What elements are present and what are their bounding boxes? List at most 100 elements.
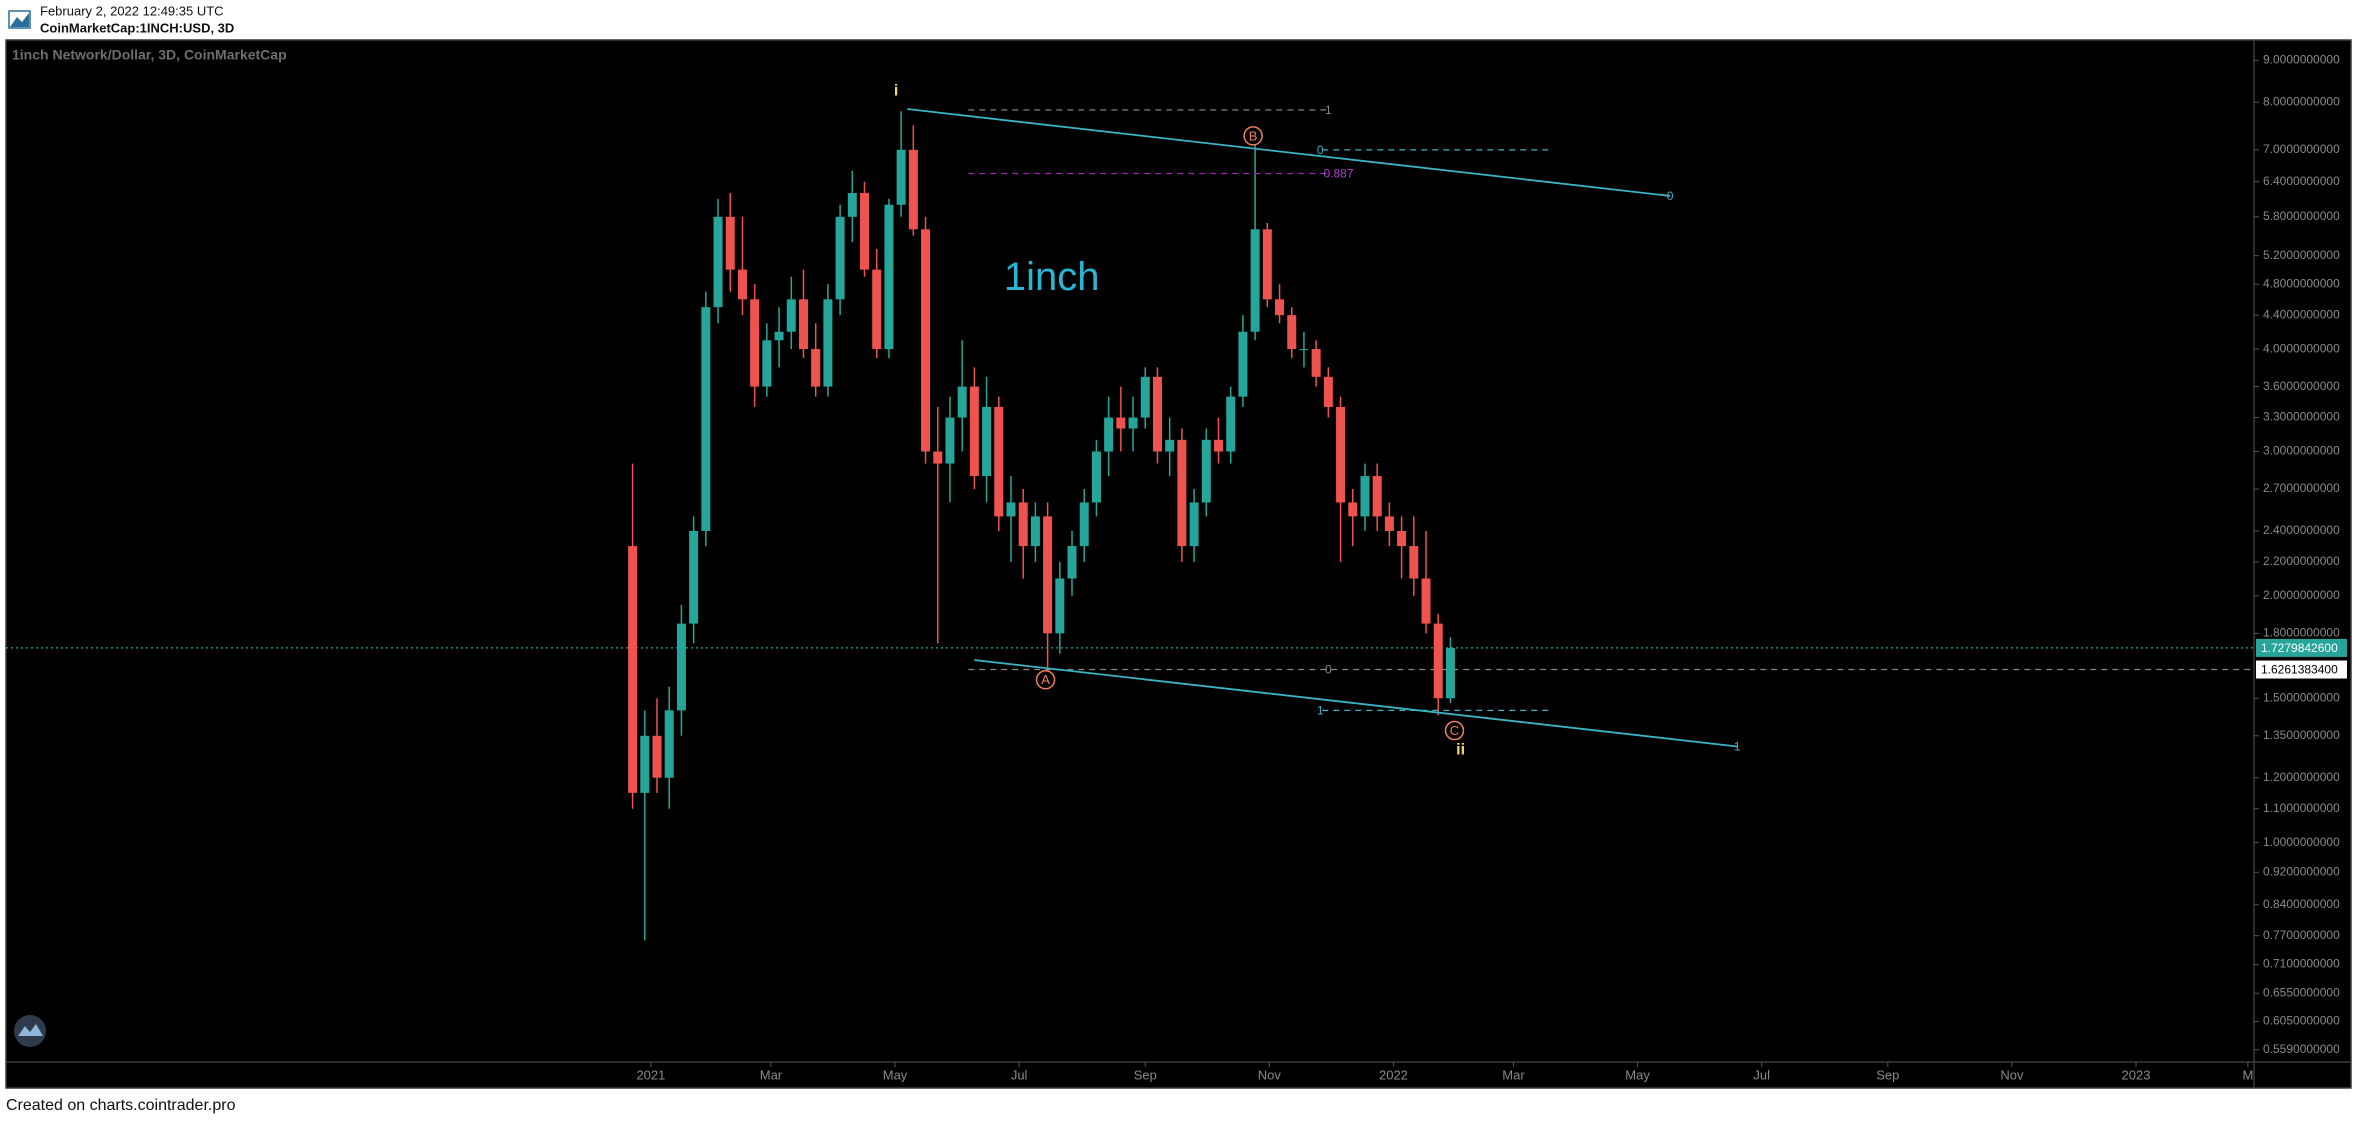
x-tick-label: 2021 [636, 1067, 665, 1082]
candle-body [1030, 516, 1040, 547]
annotation: ii [1456, 741, 1465, 758]
y-tick-label: 5.8000000000 [2263, 209, 2340, 223]
candle-body [896, 149, 906, 205]
watermark-mountain [18, 1024, 43, 1036]
x-tick-label: May [1625, 1067, 1650, 1082]
candle-body [1152, 376, 1162, 452]
candle-body [1177, 439, 1187, 547]
annotation: 1 [1734, 740, 1741, 754]
chart-background [5, 39, 2352, 1089]
candle-body [860, 193, 870, 270]
wave-label: B [1249, 128, 1258, 143]
candle-body [1006, 502, 1016, 517]
candle-body [689, 530, 699, 624]
timestamp: February 2, 2022 12:49:35 UTC [40, 3, 224, 18]
candle-body [1055, 578, 1065, 634]
candle-body [1336, 406, 1346, 503]
candle-body [835, 216, 845, 300]
candle-body [737, 269, 747, 300]
x-tick-label: 2023 [2122, 1067, 2151, 1082]
wave-label: C [1450, 723, 1459, 738]
candle-body [933, 451, 943, 464]
y-tick-label: 0.7700000000 [2263, 928, 2340, 942]
price-label-box [2256, 638, 2347, 657]
y-tick-label: 3.6000000000 [2263, 379, 2340, 393]
annotation: 0 [1325, 663, 1332, 677]
y-tick-label: 9.0000000000 [2263, 53, 2340, 67]
y-tick-label: 2.4000000000 [2263, 523, 2340, 537]
candle-body [1140, 376, 1150, 418]
candle-body [713, 216, 723, 308]
logo-mountain [10, 13, 29, 27]
y-tick-label: 8.0000000000 [2263, 94, 2340, 108]
candle-body [945, 417, 955, 464]
candle-body [1238, 331, 1248, 397]
header-logo [8, 10, 31, 29]
y-tick-label: 0.6550000000 [2263, 985, 2340, 999]
candle-body [957, 386, 967, 418]
wave-circle [1444, 720, 1465, 741]
x-tick-label: M [2242, 1067, 2253, 1082]
candle-body [1287, 315, 1297, 350]
candle-body [1043, 516, 1053, 634]
y-tick-label: 6.4000000000 [2263, 174, 2340, 188]
candle-body [1372, 476, 1382, 517]
candle-body [1213, 439, 1223, 452]
y-tick-label: 4.0000000000 [2263, 341, 2340, 355]
candle-body [1421, 578, 1431, 624]
candle-body [908, 149, 918, 230]
candle-body [1311, 349, 1321, 377]
candle-body [1189, 502, 1199, 547]
drawing-line [974, 659, 1738, 748]
candle-body [664, 710, 674, 778]
candle-body [969, 386, 979, 477]
candle-body [640, 735, 650, 793]
y-tick-label: 0.8400000000 [2263, 897, 2340, 911]
candle-body [1275, 299, 1285, 316]
y-tick-label: 0.5590000000 [2263, 1042, 2340, 1056]
plot: i1inchABCii100.88701019.00000000008.0000… [6, 53, 2347, 1082]
candle-body [786, 299, 796, 332]
annotation: 0.887 [1324, 167, 1354, 181]
y-tick-label: 2.2000000000 [2263, 554, 2340, 568]
candle-body [1262, 229, 1272, 300]
x-tick-label: Sep [1134, 1067, 1157, 1082]
y-tick-label: 1.0000000000 [2263, 835, 2340, 849]
wave-label: A [1041, 672, 1050, 687]
drawing-line [907, 108, 1671, 197]
candle-body [1384, 516, 1394, 531]
candle-body [725, 216, 735, 270]
x-tick-label: Jul [1011, 1067, 1028, 1082]
chart-legend: 1inch Network/Dollar, 3D, CoinMarketCap [12, 47, 287, 63]
footer-text: Created on charts.cointrader.pro [6, 1097, 236, 1114]
y-tick-label: 0.7100000000 [2263, 957, 2340, 971]
candle-body [811, 349, 821, 387]
candle-body [884, 204, 894, 350]
candle-body [774, 331, 784, 341]
candle-body [652, 735, 662, 778]
candle-body [1433, 623, 1443, 699]
candle-body [701, 307, 711, 531]
y-tick-label: 4.4000000000 [2263, 307, 2340, 321]
y-tick-label: 5.2000000000 [2263, 248, 2340, 262]
candle-body [1018, 502, 1028, 547]
x-tick-label: Nov [2000, 1067, 2024, 1082]
candle-body [1067, 546, 1077, 579]
candle-body [750, 299, 760, 387]
candle-body [823, 299, 833, 387]
candle-body [1397, 530, 1407, 547]
price-label: 1.7279842600 [2261, 641, 2338, 655]
candle-body [982, 406, 992, 477]
candle-body [1128, 417, 1138, 429]
x-tick-label: 2022 [1379, 1067, 1408, 1082]
candle-body [872, 269, 882, 350]
watermark-logo [14, 1015, 46, 1047]
y-tick-label: 3.0000000000 [2263, 444, 2340, 458]
y-tick-label: 1.1000000000 [2263, 801, 2340, 815]
candle-body [628, 546, 638, 793]
watermark-circle [14, 1015, 46, 1047]
symbol: CoinMarketCap:1INCH:USD, 3D [40, 20, 234, 35]
candle-body [1360, 476, 1370, 517]
y-tick-label: 1.3500000000 [2263, 728, 2340, 742]
